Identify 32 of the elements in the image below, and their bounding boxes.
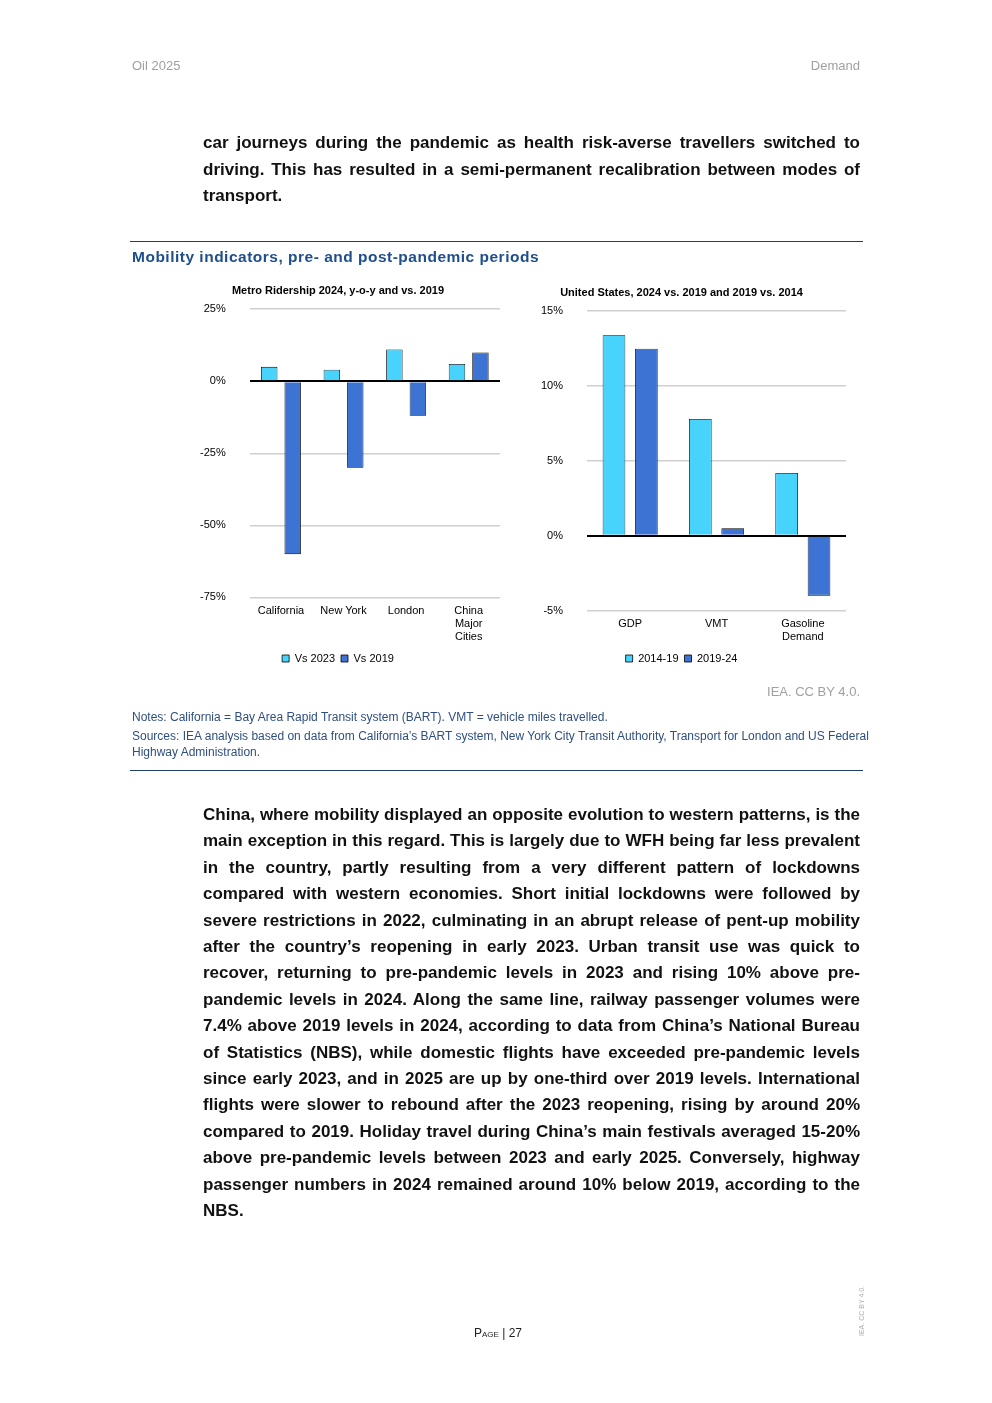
chart-title: Metro Ridership 2024, y-o-y and vs. 2019 bbox=[231, 283, 445, 296]
text: Oil 2025 bbox=[132, 58, 181, 73]
y-tick-label: 0% bbox=[547, 528, 564, 541]
text: Demand bbox=[809, 58, 860, 73]
text: Mobility indicators, pre- and post-pandemic periods bbox=[132, 248, 540, 266]
x-tick-label: Gasoline Demand bbox=[781, 617, 825, 643]
legend-label: Vs 2019 bbox=[353, 651, 394, 664]
x-tick-label: China Major Cities bbox=[454, 604, 484, 643]
text: car journeys during the pandemic as health risk-averse travellers switched to driving. This has resulted in a semi-permanent recalibration between modes of transport. bbox=[203, 132, 860, 207]
legend-label: Vs 2023 bbox=[294, 651, 336, 664]
y-tick-label: -50% bbox=[199, 518, 226, 531]
text: Notes: California = Bay Area Rapid Transit system (BART). VMT = vehicle miles travelled. bbox=[132, 710, 609, 724]
text: IEA. CC BY 4.0. bbox=[766, 684, 860, 699]
x-tick-label: GDP bbox=[618, 617, 643, 630]
x-tick-label: London bbox=[387, 604, 425, 617]
source-note: Sources: IEA analysis based on data from California’s BART system, New York City Transit Authority, Transport for London and US Federal Highway Administration. bbox=[132, 728, 870, 760]
y-tick-label: -25% bbox=[199, 446, 226, 459]
y-tick-label: 15% bbox=[540, 304, 564, 317]
y-tick-label: 25% bbox=[203, 302, 226, 315]
legend-label: 2014-19 bbox=[638, 651, 679, 664]
y-tick-label: -5% bbox=[543, 603, 564, 616]
y-tick-label: -75% bbox=[199, 590, 226, 603]
chart-title: United States, 2024 vs. 2019 and 2019 vs. 2014 bbox=[560, 285, 804, 298]
x-tick-label: New York bbox=[320, 604, 368, 617]
y-tick-label: 0% bbox=[209, 374, 226, 387]
y-tick-label: 10% bbox=[540, 379, 564, 392]
y-tick-label: 5% bbox=[547, 453, 564, 466]
legend-label: 2019-24 bbox=[697, 651, 738, 664]
x-tick-label: VMT bbox=[704, 617, 729, 630]
text: China, where mobility displayed an opposite evolution to western patterns, is the main exception in this regard. This is largely due to WFH being far less prevalent in the country, partly resulting from a very different pattern of lockdowns compared with western economies. Short initial lockdowns were followed by severe restrictions in 2022, culminating in an abrupt release of pent-up mobility after the country’s reopening in early 2023. Urban transit use was quick to recover, returning to pre-pandemic levels in 2023 and rising 10% above pre-pandemic levels in 2024. Along the same line, railway passenger volumes were 7.4% above 2019 levels in 2024, according to data from China’s National Bureau of Statistics (NBS), while domestic flights have exceeded pre-pandemic levels since early 2023, and in 2025 are up by one-third over 2019 levels. International flights were slower to rebound after the 2023 reopening, rising by around 20% compared to 2019. Holiday travel during China’s main festivals averaged 15-20% above pre-pandemic levels between 2023 and early 2025. Conversely, highway passenger numbers in 2024 remained around 10% below 2019, according to the NBS. bbox=[203, 805, 860, 1221]
x-tick-label: California bbox=[257, 604, 306, 617]
text: Page | 27 bbox=[473, 1326, 523, 1340]
